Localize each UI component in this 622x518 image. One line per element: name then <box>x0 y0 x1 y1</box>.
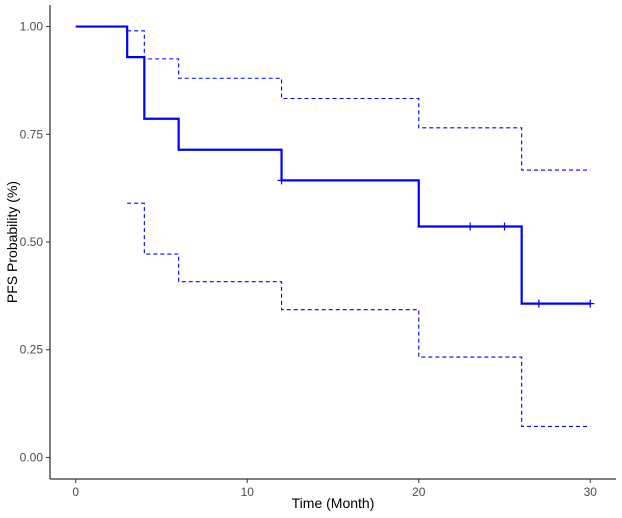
series-lower-ci <box>127 202 591 427</box>
y-tick-label: 0.75 <box>20 127 44 141</box>
y-tick-label: 0.00 <box>20 450 44 464</box>
censor-mark <box>586 299 595 308</box>
y-tick-label: 0.50 <box>20 235 44 249</box>
series-upper-ci <box>127 30 591 171</box>
y-axis-title: PFS Probability (%) <box>4 181 20 303</box>
x-tick-label: 0 <box>72 485 79 499</box>
censor-mark <box>534 299 543 308</box>
y-tick-label: 0.25 <box>20 343 44 357</box>
censor-mark <box>500 222 509 231</box>
x-tick-label: 20 <box>412 485 426 499</box>
x-tick-label: 30 <box>584 485 598 499</box>
censor-mark <box>466 222 475 231</box>
plot-area <box>75 25 595 427</box>
axis-ticks: 0.00 0.25 0.50 0.75 1.00 0 10 20 30 <box>20 20 598 499</box>
x-tick-label: 10 <box>241 485 255 499</box>
x-axis-title: Time (Month) <box>292 495 375 511</box>
y-tick-label: 1.00 <box>20 20 44 34</box>
censor-mark <box>277 176 286 185</box>
series-estimate <box>75 25 591 305</box>
